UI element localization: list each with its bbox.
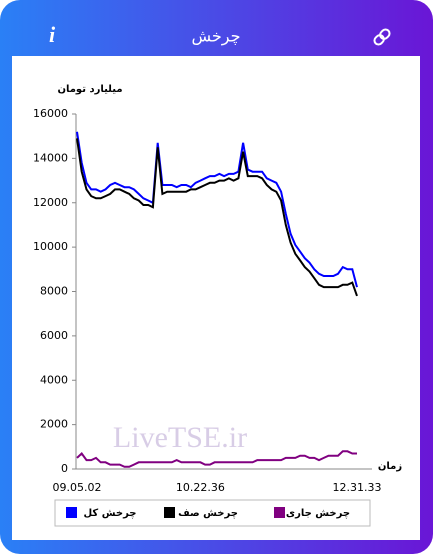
page-title: چرخش — [191, 27, 240, 47]
y-tick-label: 14000 — [33, 151, 68, 164]
watermark: LiveTSE.ir — [113, 421, 247, 454]
legend-swatch — [164, 507, 175, 518]
y-tick-label: 12000 — [33, 196, 68, 209]
y-tick-label: 4000 — [40, 373, 68, 386]
y-tick-label: 16000 — [33, 107, 68, 120]
legend-label: چرخش جاری — [286, 508, 350, 519]
legend-swatch — [66, 507, 77, 518]
legend-swatch — [274, 507, 285, 518]
y-tick-label: 10000 — [33, 240, 68, 253]
legend — [54, 499, 371, 527]
info-button[interactable]: i — [49, 22, 56, 47]
legend-label: چرخش کل — [84, 508, 137, 519]
y-axis-label: میلیارد تومان — [57, 84, 122, 95]
link-button[interactable] — [373, 28, 391, 46]
series-line — [76, 450, 357, 468]
x-tick-label: 12.31.33 — [333, 481, 382, 494]
x-tick-label: 09.05.02 — [53, 481, 102, 494]
legend-label: چرخش صف — [178, 508, 238, 519]
series-line — [76, 138, 358, 297]
series-line — [76, 131, 358, 288]
y-tick-label: 8000 — [40, 285, 68, 298]
x-axis-label: زمان — [378, 461, 402, 472]
x-tick-label: 10.22.36 — [176, 481, 225, 494]
y-tick-label: 6000 — [40, 329, 68, 342]
y-tick-label: 0 — [61, 462, 68, 475]
panel — [12, 56, 420, 540]
y-tick-label: 2000 — [40, 418, 68, 431]
